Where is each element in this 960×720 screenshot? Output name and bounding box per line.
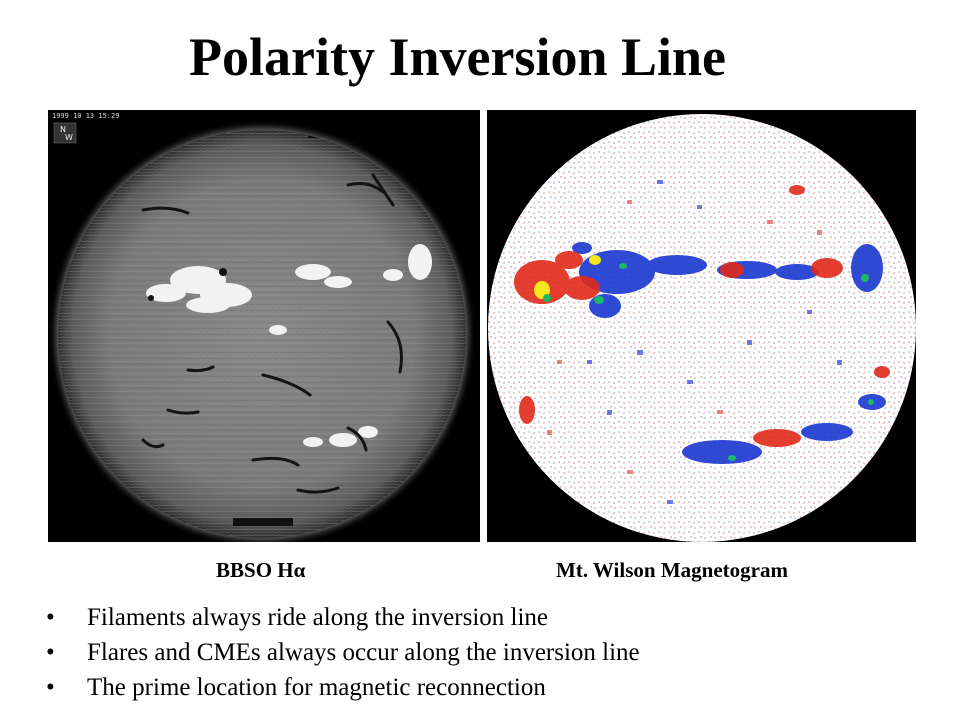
image-timestamp: 1999 10 13 15:29 bbox=[52, 112, 119, 120]
halpha-caption: BBSO Hα bbox=[216, 558, 306, 582]
magnetogram-image bbox=[487, 110, 916, 542]
halpha-disk-graphic: 1999 10 13 15:29 N W bbox=[48, 112, 476, 542]
magnetogram-caption: Mt. Wilson Magnetogram bbox=[556, 558, 788, 582]
bullet-item: • Filaments always ride along the invers… bbox=[46, 600, 926, 635]
orientation-west-label: W bbox=[65, 133, 73, 142]
orientation-north-label: N bbox=[60, 125, 66, 134]
bullet-text: Flares and CMEs always occur along the i… bbox=[87, 639, 640, 666]
slide-title: Polarity Inversion Line bbox=[189, 27, 726, 87]
bullet-item: • The prime location for magnetic reconn… bbox=[46, 670, 926, 705]
bullet-text: The prime location for magnetic reconnec… bbox=[87, 674, 546, 701]
bullet-text: Filaments always ride along the inversio… bbox=[87, 604, 549, 631]
orientation-box bbox=[53, 122, 77, 144]
magnetogram-disk-graphic bbox=[488, 114, 916, 542]
bullet-list: • Filaments always ride along the invers… bbox=[46, 600, 926, 705]
halpha-image: 1999 10 13 15:29 N W bbox=[48, 110, 480, 542]
bullet-marker: • bbox=[46, 604, 55, 631]
bullet-marker: • bbox=[46, 674, 55, 701]
bullet-marker: • bbox=[46, 639, 55, 666]
bullet-item: • Flares and CMEs always occur along the… bbox=[46, 635, 926, 670]
